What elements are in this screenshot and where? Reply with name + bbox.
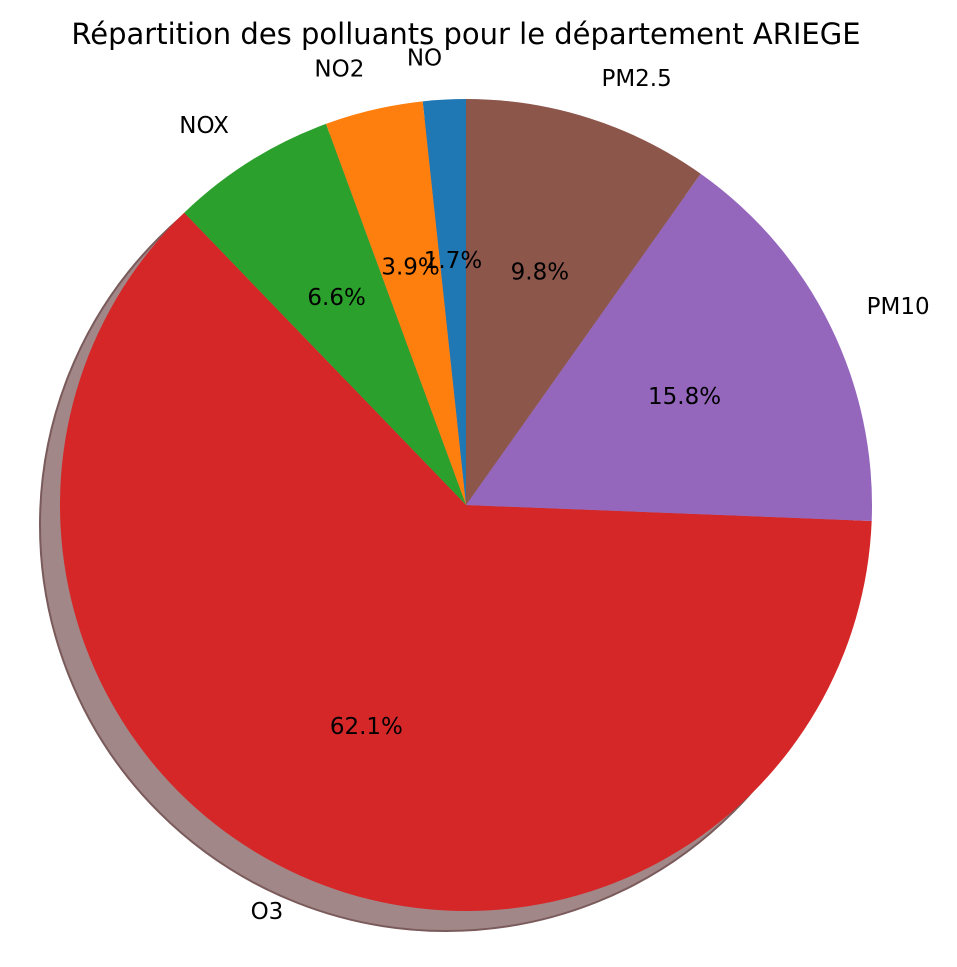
chart-title: Répartition des polluants pour le départ… [71,17,860,51]
slice-percent-pm2-5: 9.8% [511,259,569,285]
slice-percent-nox: 6.6% [307,285,365,311]
pie-slice-pm10 [466,173,872,521]
slice-percent-no: 1.7% [424,248,482,274]
pie-slice-nox [184,123,466,505]
slice-label-pm10: PM10 [867,294,930,320]
slice-percent-o3: 62.1% [330,714,403,740]
slice-label-o3: O3 [251,899,284,925]
pie-slice-no [422,99,466,505]
pie-slice-no2 [325,101,466,505]
slice-label-no: NO [407,46,442,72]
pie-slices [59,99,872,912]
slice-percent-no2: 3.9% [381,254,439,280]
slice-label-no2: NO2 [314,57,364,83]
pie-slice-pm2-5 [466,99,701,505]
pie-slice-o3 [59,212,872,912]
slice-percent-pm10: 15.8% [648,384,721,410]
slice-label-pm2-5: PM2.5 [601,66,671,92]
slice-label-nox: NOX [179,113,229,139]
pie-labels: NO 1.7% NO2 3.9% NOX 6.6% O3 62.1% PM10 15.8% PM2.… [179,46,929,925]
